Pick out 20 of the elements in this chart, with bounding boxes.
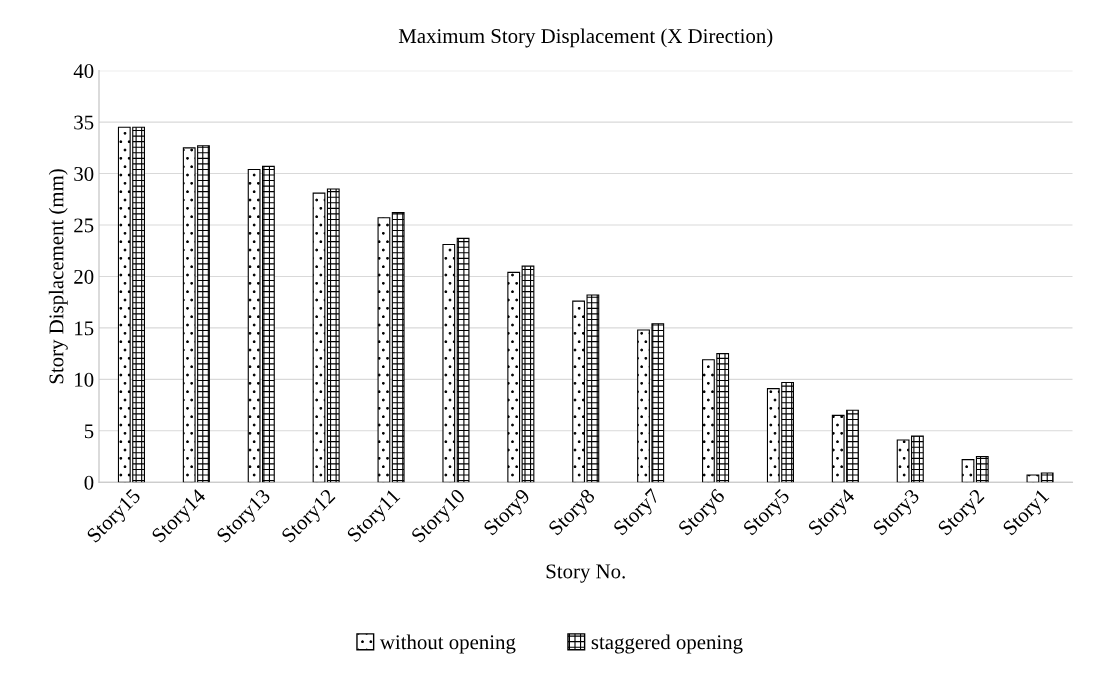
y-tick-label: 30 bbox=[74, 166, 94, 181]
y-tick-label: 15 bbox=[75, 321, 94, 336]
y-tick-label: 40 bbox=[73, 64, 94, 79]
bar bbox=[391, 212, 405, 483]
bar bbox=[1040, 472, 1054, 483]
chart-title: Maximum Story Displacement (X Direction) bbox=[398, 28, 773, 48]
y-tick-label: 35 bbox=[74, 115, 94, 130]
y-tick-label: 25 bbox=[74, 218, 94, 233]
y-tick-label: 0 bbox=[84, 475, 94, 490]
x-axis-title: Story No. bbox=[546, 564, 625, 583]
y-tick-label: 10 bbox=[75, 372, 94, 387]
y-tick-label: 20 bbox=[74, 269, 94, 284]
legend-label: without opening bbox=[379, 634, 516, 654]
bar bbox=[1026, 474, 1040, 483]
legend-label: staggered opening bbox=[591, 634, 743, 654]
y-tick-label: 5 bbox=[84, 424, 94, 439]
bar bbox=[377, 217, 391, 483]
bar bbox=[456, 237, 470, 483]
bar bbox=[442, 244, 456, 483]
y-axis-title: Story Displacement (mm) bbox=[48, 169, 68, 384]
